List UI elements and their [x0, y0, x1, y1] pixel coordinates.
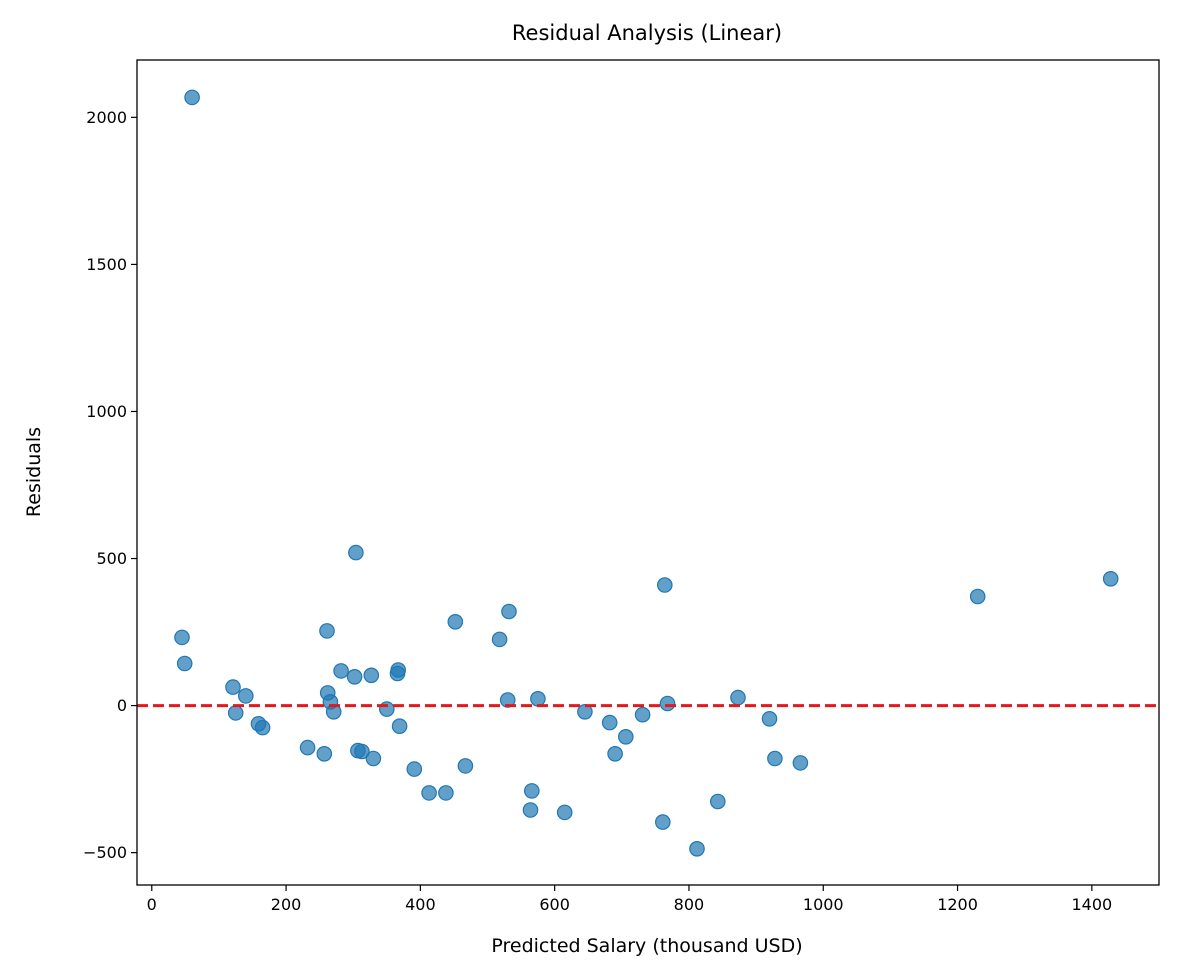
- scatter-point-1: [184, 89, 200, 106]
- x-tick-label: 200: [271, 895, 302, 914]
- y-tick-label: 2000: [86, 108, 127, 127]
- x-tick-label: 800: [674, 895, 705, 914]
- scatter-point-11: [319, 623, 335, 639]
- scatter-point-48: [730, 689, 746, 706]
- y-tick-label: 1500: [86, 255, 127, 274]
- x-tick-label: 600: [539, 895, 570, 914]
- y-tick-label: 0: [117, 696, 127, 715]
- scatter-point-32: [499, 692, 516, 708]
- scatter-point-24: [390, 662, 406, 678]
- y-axis-title: Residuals: [23, 427, 45, 517]
- scatter-point-38: [577, 703, 593, 720]
- scatter-point-28: [438, 785, 454, 801]
- scatter-point-6: [238, 688, 254, 704]
- scatter-point-52: [969, 588, 986, 605]
- scatter-point-50: [767, 750, 783, 767]
- scatter-point-40: [607, 745, 623, 762]
- scatter-point-3: [176, 655, 193, 672]
- scatter-point-9: [299, 739, 316, 756]
- y-tick-label: 500: [96, 549, 127, 568]
- scatter-point-39: [601, 714, 618, 731]
- scatter-point-27: [421, 785, 437, 801]
- scatter-point-33: [501, 603, 517, 620]
- x-tick-label: 1000: [803, 895, 844, 914]
- plot-marks: [137, 89, 1159, 857]
- scatter-point-16: [346, 668, 363, 685]
- scatter-point-51: [792, 755, 809, 771]
- scatter-point-17: [348, 544, 364, 561]
- scatter-point-36: [530, 690, 546, 707]
- x-tick-label: 1200: [937, 895, 978, 914]
- scatter-point-44: [656, 577, 673, 593]
- scatter-point-15: [333, 663, 349, 679]
- y-tick-label: −500: [83, 843, 127, 862]
- scatter-point-22: [378, 701, 395, 717]
- scatter-point-43: [654, 814, 671, 830]
- scatter-point-19: [354, 743, 370, 760]
- x-tick-label: 0: [147, 895, 157, 914]
- scatter-point-49: [761, 710, 778, 727]
- x-axis-title: Predicted Salary (thousand USD): [491, 935, 802, 957]
- scatter-point-29: [447, 613, 464, 630]
- scatter-point-30: [457, 758, 474, 774]
- y-tick-label: 1000: [86, 402, 127, 421]
- scatter-point-34: [522, 802, 539, 818]
- scatter-point-46: [689, 840, 705, 857]
- scatter-point-10: [316, 745, 333, 762]
- scatter-point-8: [254, 719, 271, 736]
- x-tick-label: 1400: [1071, 895, 1112, 914]
- scatter-point-5: [227, 705, 244, 721]
- x-axis: 0 200 400 600 800 1000 1200 1400: [147, 885, 1112, 914]
- scatter-point-25: [391, 718, 408, 734]
- scatter-point-41: [617, 728, 634, 745]
- scatter-point-26: [406, 761, 423, 777]
- scatter-point-37: [556, 804, 573, 821]
- scatter-point-47: [709, 793, 726, 810]
- scatter-point-20: [363, 667, 380, 684]
- scatter-point-2: [174, 629, 190, 646]
- chart-title: Residual Analysis (Linear): [512, 21, 782, 45]
- scatter-point-4: [225, 679, 241, 695]
- scatter-point-31: [491, 631, 508, 648]
- scatter-point-53: [1102, 570, 1119, 587]
- scatter-point-35: [523, 783, 540, 799]
- scatter-point-42: [634, 706, 651, 723]
- plot-frame: [136, 59, 1160, 886]
- x-tick-label: 400: [405, 895, 436, 914]
- scatter-point-21: [365, 750, 382, 767]
- y-axis: −500 0 500 1000 1500 2000: [83, 108, 137, 862]
- scatter-point-45: [659, 695, 676, 712]
